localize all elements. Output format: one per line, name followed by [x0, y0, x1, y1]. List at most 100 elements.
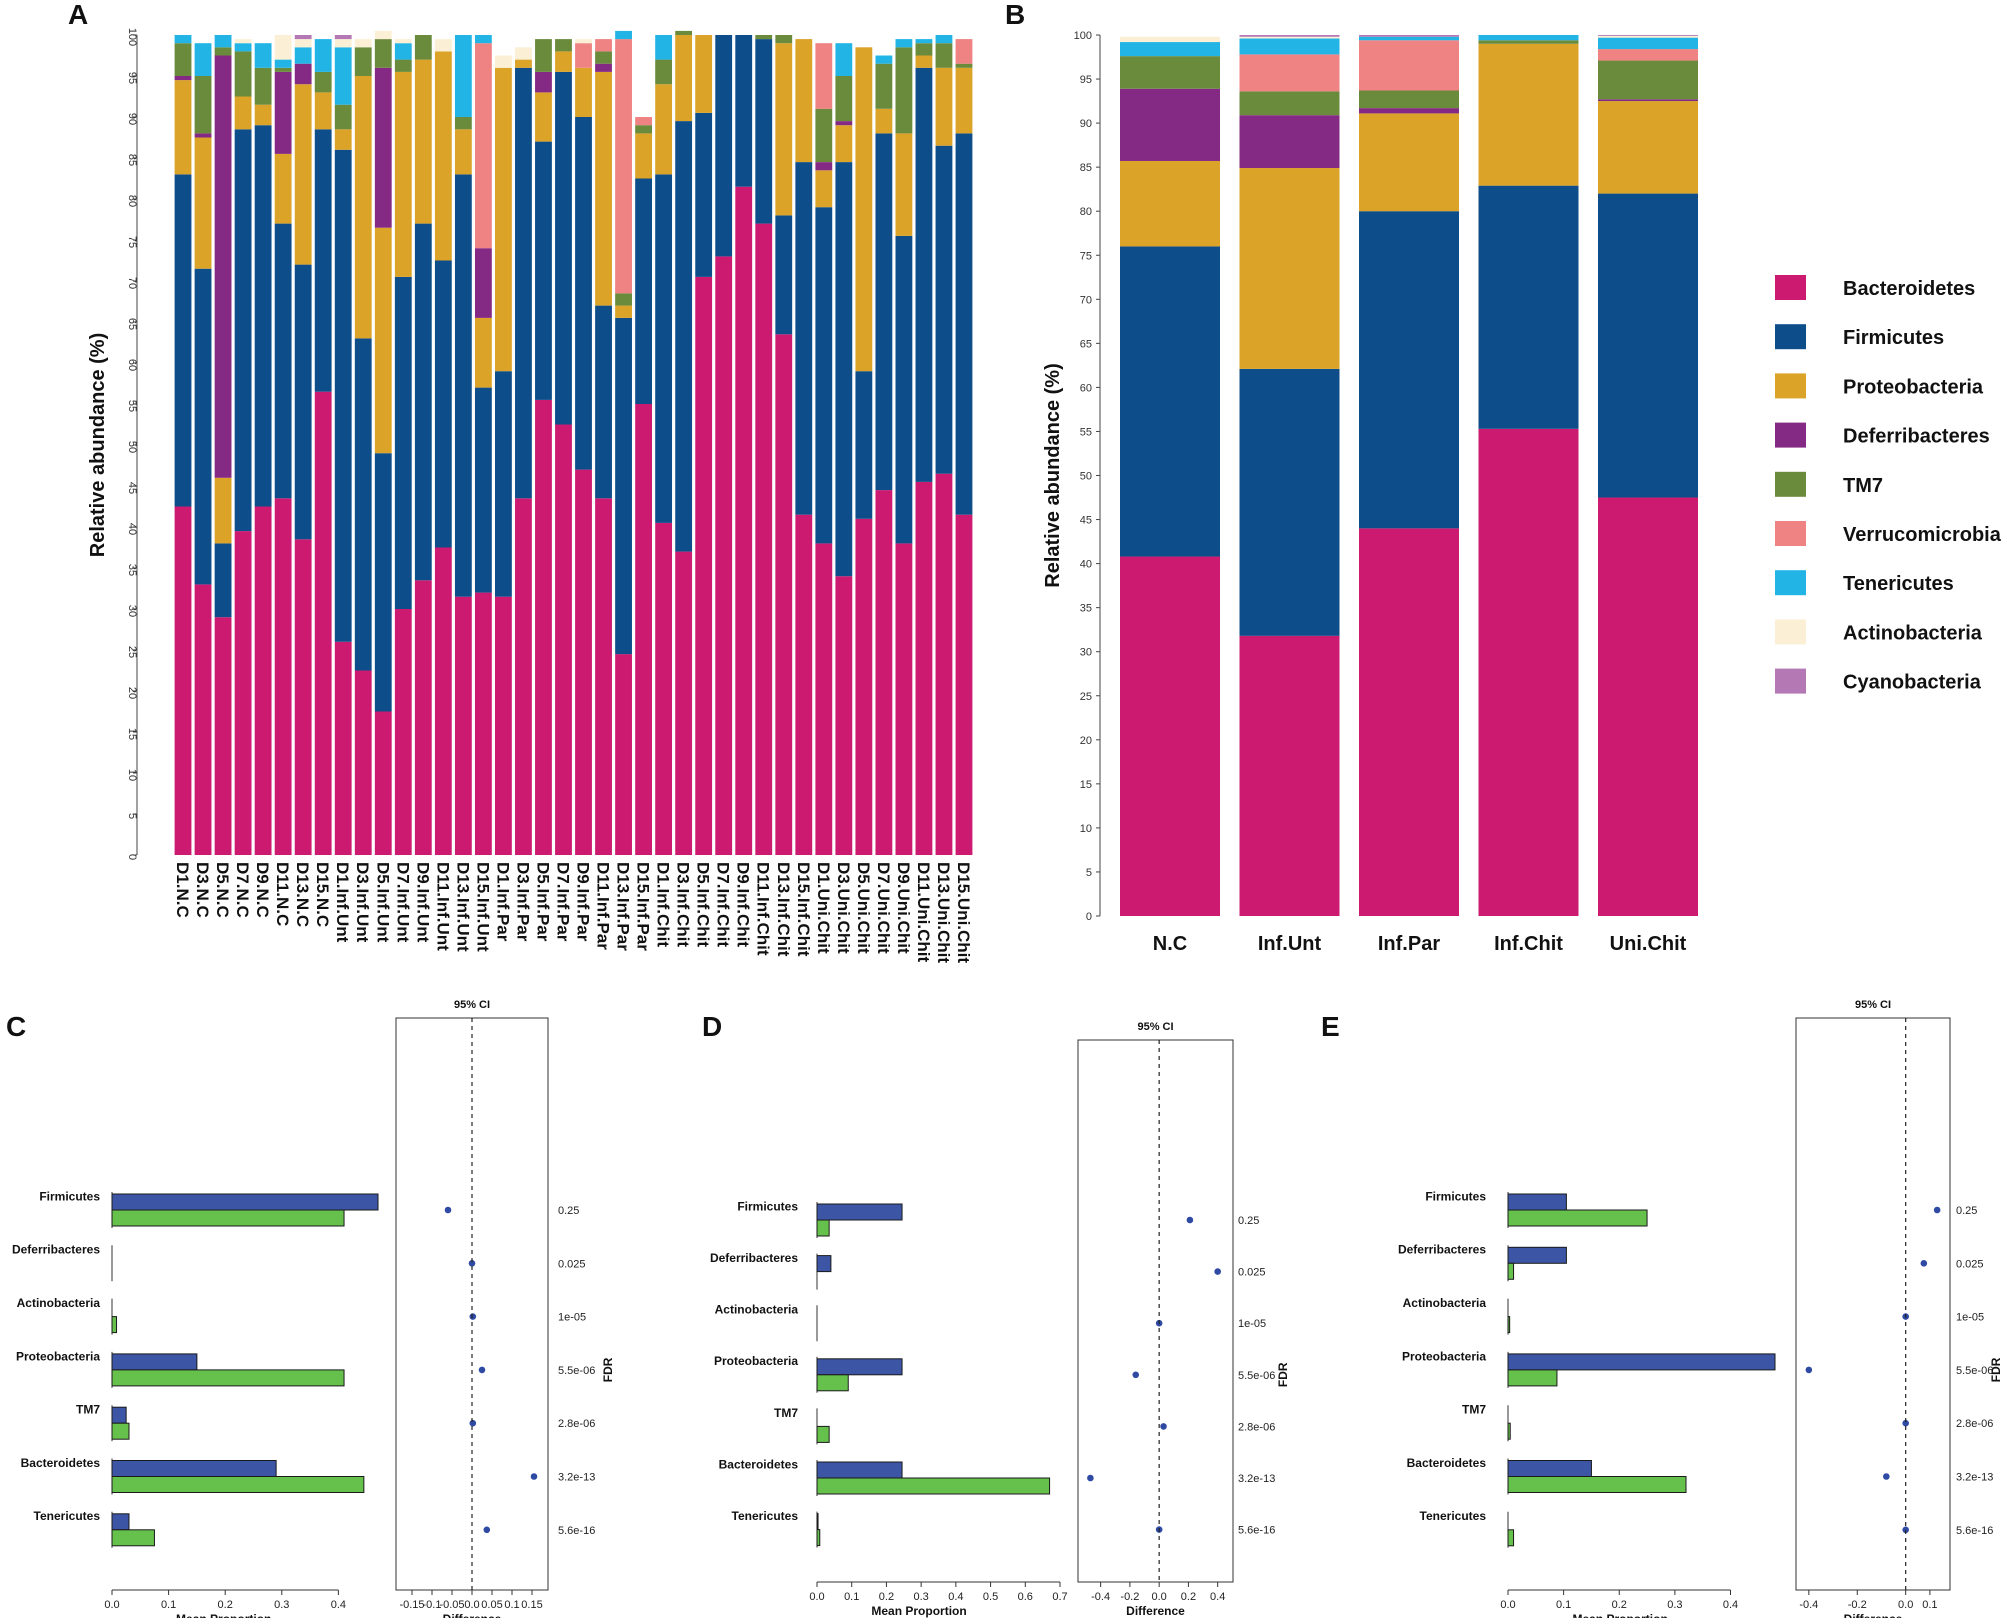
b-bar-inf-par-verrucomicrobia	[1359, 40, 1459, 91]
a-y-tick-label: 20	[126, 687, 138, 699]
pc-bar-group1-tm7	[111, 1406, 127, 1424]
a-category-label: D7.Inf.Chit	[714, 862, 733, 947]
b-bar-uni-chit-tm7	[1598, 60, 1698, 100]
a-bar-d3-n-c-tm7	[194, 76, 212, 134]
pe-x-tick-label: 0.3	[1667, 1599, 1682, 1611]
b-y-tick-label: 10	[1080, 823, 1092, 835]
legend-label-tenericutes: Tenericutes	[1843, 573, 1954, 595]
pd-fdr-value-proteobacteria: 5.5e-06	[1238, 1370, 1275, 1382]
b-y-tick-label: 30	[1080, 647, 1092, 659]
a-category-label: D11.Inf.Unt	[433, 862, 452, 951]
a-bar-d1-uni-chit-tm7	[815, 108, 833, 163]
pc-bar-group2-proteobacteria	[111, 1369, 345, 1387]
a-category-label: D7.Inf.Unt	[393, 862, 412, 943]
b-category-label: Inf.Unt	[1258, 933, 1322, 955]
a-bar-d11-uni-chit-firmicutes	[915, 67, 933, 482]
pc-x-axis-title: Mean Proportion	[176, 1612, 271, 1618]
a-bar-d13-inf-par-verrucomicrobia	[615, 39, 632, 294]
pc-ci-frame	[395, 1017, 549, 1591]
pc-category-deferribacteres: Deferribacteres	[12, 1243, 100, 1257]
pc-diff-tick-label: -0.1	[423, 1599, 442, 1611]
a-bar-d5-uni-chit-proteobacteria	[855, 47, 873, 372]
b-y-tick-label: 0	[1086, 911, 1092, 923]
a-bar-d1-uni-chit-bacteroidetes	[815, 543, 833, 855]
a-bar-d9-uni-chit-tm7	[895, 47, 913, 134]
pe-category-firmicutes: Firmicutes	[1425, 1189, 1486, 1203]
a-bar-d5-n-c-tm7	[214, 47, 232, 56]
a-category-label: D5.N.C	[213, 862, 232, 918]
pd-diff-axis-title: Difference	[1126, 1604, 1185, 1618]
a-bar-d9-uni-chit-proteobacteria	[895, 133, 913, 236]
a-bar-d13-inf-chit-tm7	[775, 35, 793, 44]
pd-diff-tick-label: 0.0	[1152, 1591, 1167, 1603]
pc-bar-group1-firmicutes	[111, 1193, 379, 1211]
a-bar-d3-inf-unt-bacteroidetes	[354, 670, 372, 855]
a-bar-d13-inf-unt-tm7	[454, 117, 472, 130]
pc-fdr-value-deferribacteres: 0.025	[558, 1258, 586, 1270]
pd-bar-group2-tm7	[816, 1425, 830, 1443]
a-bar-d13-n-c-firmicutes	[294, 264, 312, 540]
a-bar-d3-n-c-firmicutes	[194, 268, 212, 585]
a-bar-d3-uni-chit-proteobacteria	[835, 125, 853, 163]
pc-difference-point-actinobacteria	[469, 1313, 477, 1320]
pd-x-tick-label: 0.6	[1018, 1591, 1033, 1603]
pe-category-bacteroidetes: Bacteroidetes	[1407, 1456, 1487, 1470]
pc-fdr-value-bacteroidetes: 3.2e-13	[558, 1472, 595, 1484]
a-y-tick-label: 45	[126, 482, 138, 494]
b-bar-inf-unt-firmicutes	[1239, 368, 1340, 636]
a-bar-d5-inf-par-tm7	[535, 39, 552, 72]
a-bar-d13-inf-unt-bacteroidetes	[454, 596, 472, 855]
a-bar-d15-n-c-proteobacteria	[314, 92, 332, 130]
a-bar-d9-inf-par-verrucomicrobia	[575, 43, 592, 68]
a-category-label: D15.Uni.Chit	[954, 862, 973, 963]
b-bar-uni-chit-proteobacteria	[1598, 101, 1698, 194]
a-y-tick-label: 75	[126, 236, 138, 248]
b-y-tick-label: 95	[1080, 74, 1092, 86]
panel-label-b: B	[1005, 0, 1025, 30]
pe-fdr-value-tm7: 2.8e-06	[1956, 1418, 1993, 1430]
a-bar-d9-inf-par-proteobacteria	[575, 67, 592, 117]
pc-category-proteobacteria: Proteobacteria	[16, 1349, 100, 1363]
a-bar-d1-n-c-tm7	[174, 43, 192, 76]
legend-swatch-bacteroidetes	[1775, 275, 1806, 300]
pe-x-tick-label: 0.4	[1723, 1599, 1738, 1611]
b-bar-uni-chit-bacteroidetes	[1598, 497, 1698, 916]
pe-bar-group2-tm7	[1507, 1422, 1511, 1440]
b-bar-inf-unt-actinobacteria	[1239, 36, 1340, 39]
a-bar-d11-n-c-actinobacteria	[274, 35, 292, 60]
b-bar-inf-par-firmicutes	[1359, 211, 1459, 529]
pd-x-tick-label: 0.0	[809, 1591, 824, 1603]
b-bar-inf-chit-tenericutes	[1478, 35, 1579, 41]
legend-swatch-cyanobacteria	[1775, 668, 1806, 694]
b-y-tick-label: 60	[1080, 382, 1092, 394]
panel-label-a: A	[68, 0, 88, 30]
a-bar-d7-uni-chit-bacteroidetes	[875, 490, 893, 855]
a-category-label: D13.Inf.Unt	[453, 862, 472, 952]
a-y-tick-label: 100	[126, 28, 138, 46]
pd-diff-tick-label: -0.2	[1120, 1591, 1139, 1603]
pc-fdr-value-tenericutes: 5.6e-16	[558, 1525, 595, 1537]
a-bar-d9-n-c-bacteroidetes	[254, 506, 272, 855]
a-bar-d11-inf-par-deferribacteres	[595, 63, 612, 72]
pd-ci-title: 95% CI	[1137, 1021, 1173, 1033]
a-bar-d1-inf-chit-tenericutes	[655, 35, 673, 60]
a-category-label: D5.Inf.Unt	[373, 862, 392, 943]
a-bar-d7-inf-unt-actinobacteria	[394, 39, 412, 44]
pc-x-tick-label: 0.4	[331, 1599, 346, 1611]
b-bar-inf-unt-tm7	[1239, 91, 1340, 116]
pd-category-bacteroidetes: Bacteroidetes	[719, 1457, 799, 1471]
a-category-label: D9.N.C	[253, 862, 272, 918]
pd-fdr-value-deferribacteres: 0.025	[1238, 1267, 1266, 1279]
a-bar-d3-n-c-bacteroidetes	[194, 584, 212, 855]
a-bar-d11-inf-chit-firmicutes	[755, 39, 773, 224]
pd-difference-point-tm7	[1160, 1423, 1167, 1430]
b-y-tick-label: 70	[1080, 294, 1092, 306]
a-bar-d11-uni-chit-bacteroidetes	[915, 481, 933, 855]
b-y-axis-title: Relative abundance (%)	[1042, 363, 1064, 588]
a-bar-d15-inf-par-tm7	[635, 125, 652, 134]
a-bar-d7-inf-unt-tm7	[394, 59, 412, 72]
a-bar-d9-inf-chit-firmicutes	[735, 35, 753, 187]
b-y-tick-label: 55	[1080, 426, 1092, 438]
b-bar-inf-chit-bacteroidetes	[1478, 428, 1579, 916]
a-bar-d9-n-c-proteobacteria	[254, 104, 272, 126]
